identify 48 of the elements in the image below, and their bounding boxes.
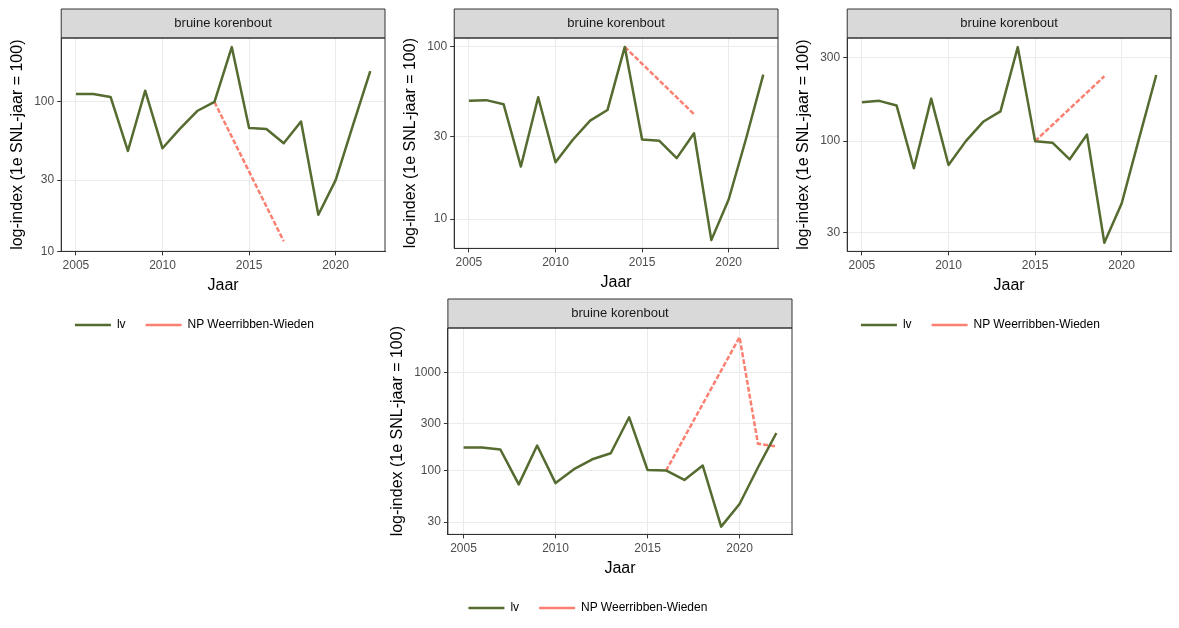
- y-tick-label: 300: [820, 50, 841, 65]
- x-axis-title: Jaar: [600, 272, 633, 290]
- chart-title: bruine korenbout: [174, 15, 273, 31]
- y-tick-label: 100: [820, 133, 841, 148]
- y-tick-label: 100: [427, 39, 448, 54]
- legend-label: lv: [116, 317, 126, 332]
- y-tick-label: 10: [40, 243, 55, 258]
- x-axis-title: Jaar: [207, 275, 240, 293]
- y-tick-label: 100: [34, 94, 55, 109]
- x-tick-label: 2015: [1021, 257, 1049, 272]
- chart-title: bruine korenbout: [571, 305, 670, 321]
- x-tick-label: 2010: [542, 540, 570, 555]
- legend-label: NP Weerribben-Wieden: [187, 317, 314, 332]
- y-axis-title: log-index (1e SNL-jaar = 100): [388, 326, 406, 537]
- x-tick-label: 2010: [935, 257, 963, 272]
- legend-label: lv: [902, 317, 912, 332]
- y-axis-title: log-index (1e SNL-jaar = 100): [401, 38, 419, 249]
- x-axis-title: Jaar: [993, 275, 1026, 293]
- x-tick-label: 2015: [628, 254, 656, 269]
- x-tick-label: 2005: [848, 257, 876, 272]
- x-tick-label: 2005: [62, 257, 90, 272]
- legend-label: NP Weerribben-Wieden: [581, 600, 708, 615]
- y-tick-label: 30: [40, 172, 55, 187]
- legend-label: lv: [510, 600, 520, 615]
- x-tick-label: 2020: [715, 254, 743, 269]
- legend-label: NP Weerribben-Wieden: [973, 317, 1100, 332]
- x-tick-label: 2010: [149, 257, 177, 272]
- chart-title: bruine korenbout: [567, 15, 666, 31]
- y-axis-title: log-index (1e SNL-jaar = 100): [8, 39, 26, 250]
- x-axis-title: Jaar: [604, 558, 637, 576]
- line-series: [664, 335, 778, 473]
- x-tick-label: 2015: [235, 257, 263, 272]
- y-tick-label: 10: [433, 211, 448, 226]
- y-tick-label: 30: [433, 129, 448, 144]
- y-axis-title: log-index (1e SNL-jaar = 100): [794, 39, 812, 250]
- x-tick-label: 2005: [450, 540, 478, 555]
- x-tick-label: 2010: [542, 254, 570, 269]
- x-tick-label: 2015: [634, 540, 662, 555]
- x-tick-label: 2020: [1108, 257, 1136, 272]
- y-tick-label: 300: [420, 416, 442, 431]
- y-tick-label: 30: [826, 224, 841, 239]
- y-tick-label: 100: [420, 463, 442, 478]
- x-tick-label: 2020: [726, 540, 754, 555]
- x-tick-label: 2020: [322, 257, 350, 272]
- chart-title: bruine korenbout: [960, 15, 1059, 31]
- y-tick-label: 30: [427, 514, 442, 529]
- y-tick-label: 1000: [414, 364, 442, 379]
- x-tick-label: 2005: [455, 254, 483, 269]
